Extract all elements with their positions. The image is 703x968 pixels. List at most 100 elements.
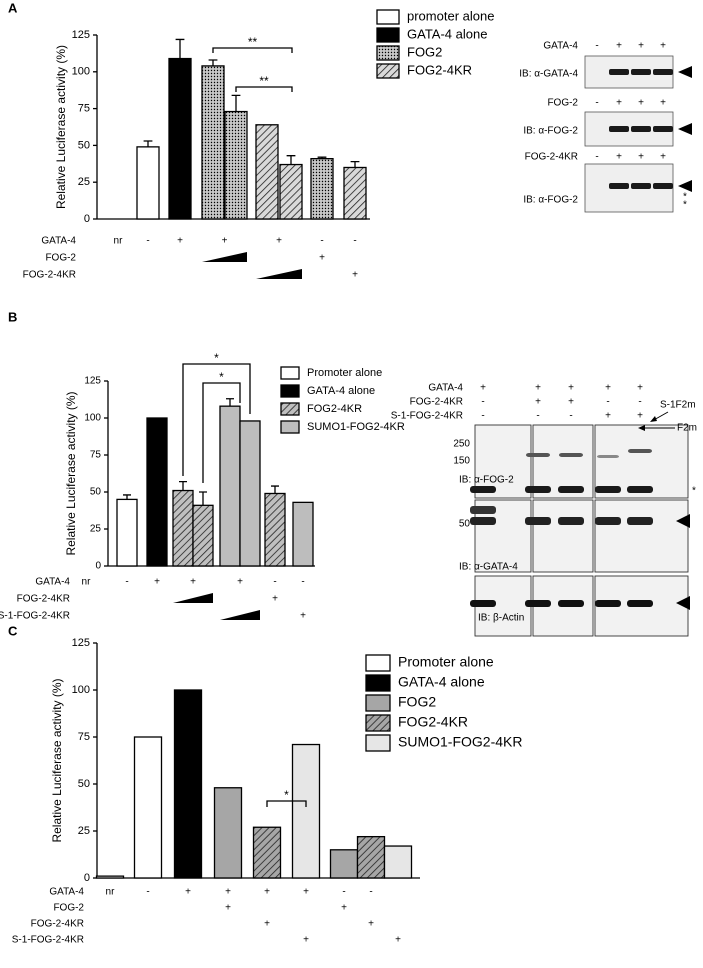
legend-label: FOG2 bbox=[407, 44, 442, 59]
lane-mark: + bbox=[616, 152, 622, 163]
blot-band bbox=[597, 455, 619, 458]
lane-mark: + bbox=[605, 383, 611, 394]
bar bbox=[201, 65, 225, 220]
bar bbox=[173, 689, 203, 879]
y-tick-label: 75 bbox=[78, 731, 90, 743]
legend-swatch bbox=[365, 674, 391, 692]
error-bar bbox=[286, 155, 296, 165]
bar bbox=[329, 849, 359, 879]
lane-mark: - bbox=[569, 411, 572, 422]
antibody-label: IB: α-GATA-4 bbox=[519, 69, 578, 80]
legend-swatch bbox=[280, 384, 300, 398]
significance-label: * bbox=[284, 788, 289, 802]
band-arrow bbox=[676, 514, 690, 528]
lane-mark: + bbox=[660, 98, 666, 109]
lane-mark: + bbox=[568, 383, 574, 394]
dose-wedge bbox=[202, 252, 247, 262]
blot-strip bbox=[594, 424, 689, 499]
band-label: F2m bbox=[677, 423, 697, 434]
bar bbox=[224, 110, 248, 220]
condition-mark: + bbox=[395, 935, 401, 946]
condition-label: FOG-2-4KR bbox=[17, 594, 70, 605]
condition-mark: - bbox=[146, 236, 149, 247]
significance-label: ** bbox=[248, 35, 258, 49]
blot-band bbox=[653, 69, 673, 75]
significance-bracket bbox=[235, 86, 293, 92]
condition-label: S-1-FOG-2-4KR bbox=[12, 935, 84, 946]
lane-mark: + bbox=[660, 152, 666, 163]
blot-band bbox=[627, 600, 653, 607]
condition-mark: + bbox=[225, 887, 231, 898]
legend-swatch bbox=[376, 27, 400, 43]
band-label: * bbox=[692, 486, 696, 497]
band-arrow bbox=[678, 180, 692, 192]
blot-band bbox=[470, 506, 496, 514]
condition-mark: - bbox=[125, 577, 128, 588]
condition-mark: + bbox=[276, 236, 282, 247]
size-marker: 250 bbox=[453, 439, 470, 450]
condition-mark: + bbox=[177, 236, 183, 247]
blot-band bbox=[558, 600, 584, 607]
condition-mark: nr bbox=[82, 577, 92, 588]
bar bbox=[219, 405, 241, 567]
condition-mark: + bbox=[300, 611, 306, 622]
condition-mark: + bbox=[154, 577, 160, 588]
condition-mark: - bbox=[301, 577, 304, 588]
band-arrow bbox=[678, 123, 692, 135]
y-axis-label: Relative Luciferase activity (%) bbox=[64, 391, 78, 555]
bar bbox=[239, 420, 261, 567]
y-tick-label: 0 bbox=[84, 213, 90, 225]
band-arrow bbox=[678, 66, 692, 78]
panel-letter: B bbox=[8, 309, 17, 324]
condition-mark: + bbox=[352, 270, 358, 281]
antibody-label: IB: α-FOG-2 bbox=[523, 195, 578, 206]
blot-band bbox=[631, 69, 651, 75]
legend-label: FOG2-4KR bbox=[398, 714, 468, 730]
blot-band bbox=[470, 600, 496, 607]
lane-mark: + bbox=[605, 411, 611, 422]
lane-mark: + bbox=[660, 41, 666, 52]
blot-band bbox=[595, 486, 621, 493]
y-tick-label: 25 bbox=[78, 825, 90, 837]
lane-mark: - bbox=[481, 411, 484, 422]
error-bar bbox=[350, 160, 360, 168]
condition-mark: + bbox=[237, 577, 243, 588]
blot-strip bbox=[532, 424, 594, 499]
blot-band bbox=[628, 449, 652, 453]
y-tick-label: 75 bbox=[90, 450, 102, 461]
bar bbox=[146, 417, 168, 567]
significance-label: ** bbox=[259, 74, 269, 88]
y-tick-label: 75 bbox=[78, 103, 90, 115]
legend-swatch bbox=[365, 694, 391, 712]
bar bbox=[133, 736, 163, 879]
antibody-label: IB: α-FOG-2 bbox=[523, 126, 578, 137]
blot-band bbox=[609, 126, 629, 132]
bar bbox=[213, 787, 243, 879]
bar bbox=[252, 826, 282, 879]
blot-band bbox=[470, 517, 496, 525]
condition-mark: - bbox=[369, 887, 372, 898]
y-tick-label: 50 bbox=[78, 139, 90, 151]
label-arrowhead bbox=[650, 416, 657, 422]
bar bbox=[310, 157, 334, 220]
condition-mark: + bbox=[225, 903, 231, 914]
condition-mark: - bbox=[353, 236, 356, 247]
condition-mark: + bbox=[341, 903, 347, 914]
lane-mark: + bbox=[638, 41, 644, 52]
condition-mark: - bbox=[342, 887, 345, 898]
legend-label: GATA-4 alone bbox=[407, 26, 487, 41]
panel-letter: C bbox=[8, 623, 18, 638]
condition-mark: - bbox=[146, 887, 149, 898]
legend-swatch bbox=[376, 9, 400, 25]
condition-mark: + bbox=[319, 253, 325, 264]
lane-mark: - bbox=[481, 397, 484, 408]
y-tick-label: 125 bbox=[84, 376, 101, 387]
band-marker: * bbox=[683, 200, 687, 211]
lane-mark: - bbox=[536, 411, 539, 422]
lane-mark: + bbox=[637, 411, 643, 422]
lane-mark: - bbox=[595, 98, 598, 109]
error-bar bbox=[226, 398, 234, 407]
condition-label: FOG-2-4KR bbox=[31, 919, 84, 930]
condition-label: GATA-4 bbox=[49, 887, 84, 898]
significance-label: * bbox=[214, 351, 219, 365]
